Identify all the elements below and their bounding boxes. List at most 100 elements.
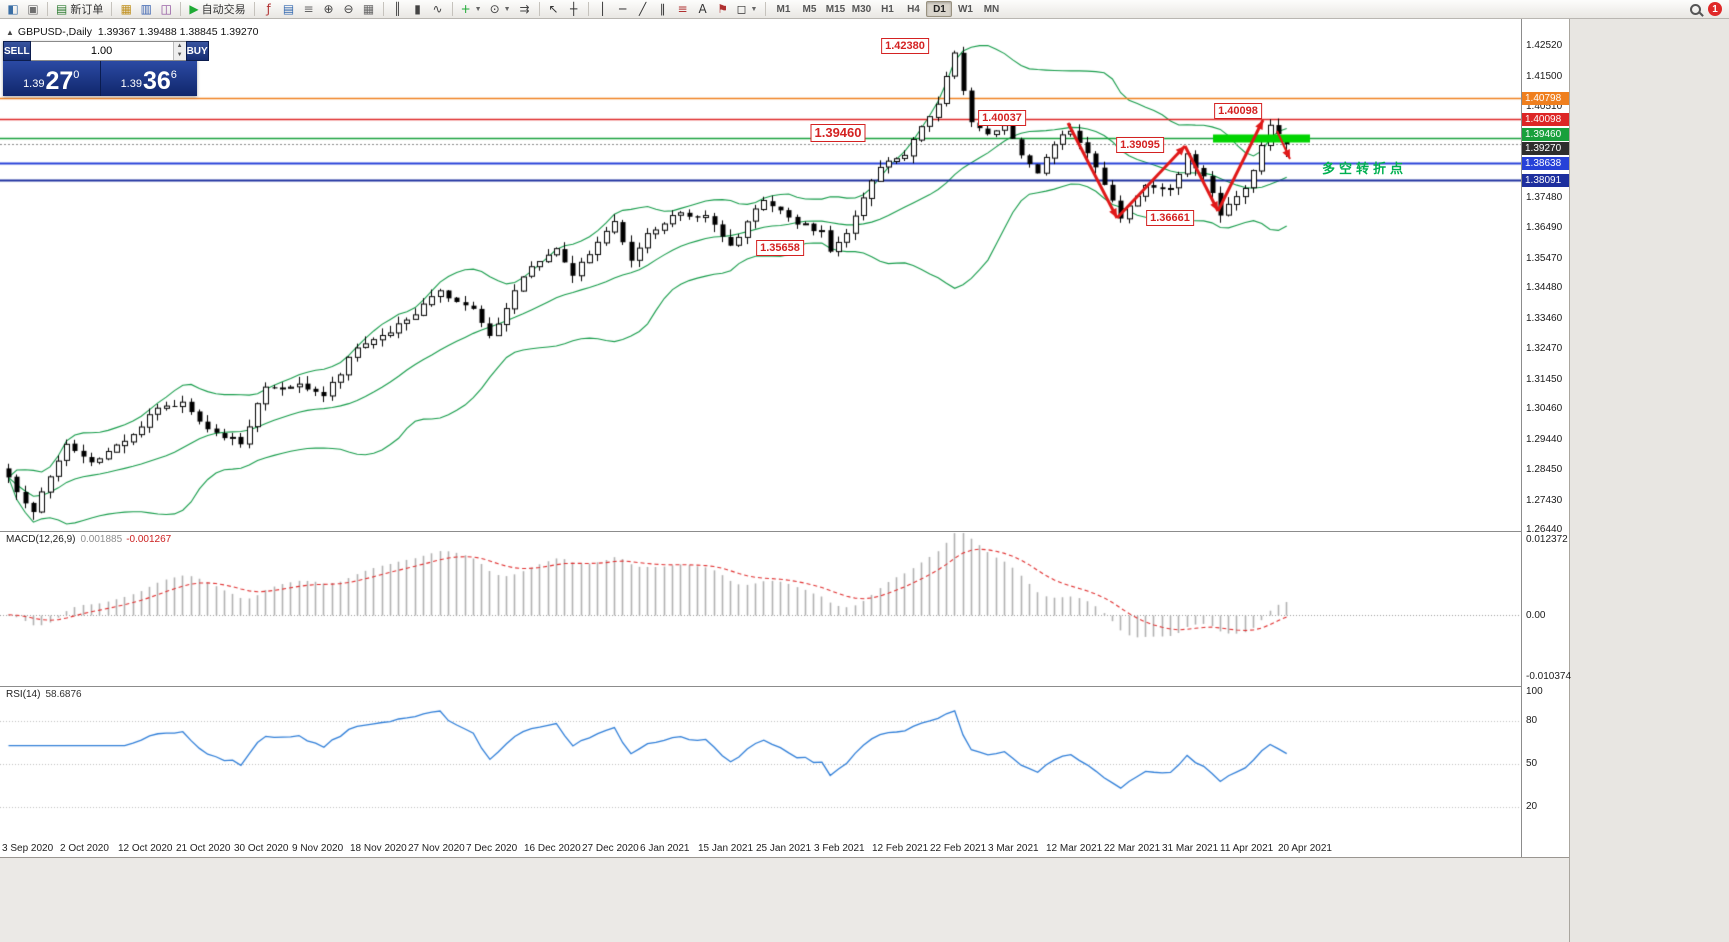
new-chart-icon[interactable]: ◧ <box>3 1 23 18</box>
sell-price-pips: 27 <box>45 67 74 95</box>
timeframe-h1-button[interactable]: H1 <box>881 3 894 15</box>
zoom-in-icon[interactable]: ⊕ <box>319 1 339 18</box>
shapes-icon[interactable]: ◻ ▼ <box>733 1 762 18</box>
sell-price-big-figure: 1.39 <box>23 78 45 90</box>
price-axis-tick: 1.41500 <box>1526 71 1563 83</box>
chart-title: ▲ GBPUSD-,Daily 1.39367 1.39488 1.38845 1… <box>6 26 258 38</box>
fibonacci-icon[interactable]: ≡ <box>673 1 693 18</box>
shapes-icon-glyph: ◻ <box>736 2 747 16</box>
toolbar-separator <box>180 2 182 16</box>
crosshair-icon[interactable]: ┼ <box>564 1 584 18</box>
vertical-line-icon[interactable]: │ <box>593 1 613 18</box>
price-callout[interactable]: 1.36661 <box>1146 210 1194 226</box>
rsi-value: 58.6876 <box>45 689 82 700</box>
cursor-icon[interactable]: ↖ <box>544 1 564 18</box>
timeframe-mn-button[interactable]: MN <box>983 3 1000 15</box>
candlestick-chart-icon[interactable]: ▮ <box>408 1 428 18</box>
buy-price[interactable]: 1.39 36 6 <box>101 61 198 96</box>
volume-input[interactable] <box>30 42 173 60</box>
price-axis-tick: 1.33460 <box>1526 313 1563 325</box>
timeframe-h4-button[interactable]: H4 <box>907 3 920 15</box>
autotrading-button[interactable]: ▶ 自动交易 <box>185 1 249 18</box>
macd-canvas[interactable] <box>0 531 1521 686</box>
toolbar-right-group: 1 <box>1690 2 1726 16</box>
price-axis-tick: 1.30460 <box>1526 403 1563 415</box>
objects-list-icon[interactable]: ≡ <box>299 1 319 18</box>
toolbar-separator <box>47 2 48 16</box>
volume-down-button[interactable]: ▼ <box>173 51 186 60</box>
add-indicator-icon[interactable]: + ▼ <box>457 1 486 18</box>
price-level-label: 1.39460 <box>1522 128 1569 142</box>
main-chart-canvas[interactable] <box>0 19 1521 531</box>
notification-badge[interactable]: 1 <box>1708 2 1722 16</box>
price-callout[interactable]: 1.35658 <box>756 240 804 256</box>
price-axis-tick: 1.27430 <box>1526 494 1563 506</box>
date-axis-label: 20 Apr 2021 <box>1278 843 1332 854</box>
sell-price[interactable]: 1.39 27 0 <box>3 61 101 96</box>
trend-note[interactable]: 多空转折点 <box>1322 161 1408 176</box>
line-chart-icon-glyph: ∿ <box>432 2 443 16</box>
timeframe-d1-button[interactable]: D1 <box>926 1 953 17</box>
price-callout[interactable]: 1.42380 <box>881 38 929 54</box>
search-icon[interactable] <box>1690 3 1701 15</box>
price-callout[interactable]: 1.39095 <box>1116 137 1164 153</box>
price-axis-tick: 1.40510 <box>1526 100 1563 112</box>
date-axis-label: 25 Jan 2021 <box>756 843 812 854</box>
rsi-canvas[interactable] <box>0 686 1521 841</box>
panel-separator[interactable] <box>0 531 1569 532</box>
date-axis-label: 16 Dec 2020 <box>524 843 581 854</box>
price-axis-tick: 1.36490 <box>1526 221 1563 233</box>
volume-up-button[interactable]: ▲ <box>173 42 186 51</box>
chart-shift-icon[interactable]: ⇉ <box>515 1 535 18</box>
timeframe-m30-button[interactable]: M30 <box>851 3 872 15</box>
price-callout[interactable]: 1.40098 <box>1214 103 1262 119</box>
date-axis[interactable]: 3 Sep 2020 2 Oct 2020 12 Oct 2020 21 Oct 20… <box>0 841 1521 857</box>
objects-list-icon-glyph: ≡ <box>303 2 314 16</box>
rsi-axis-level: 80 <box>1526 714 1538 726</box>
date-axis-label: 9 Nov 2020 <box>292 843 344 854</box>
channel-icon[interactable]: ∥ <box>653 1 673 18</box>
cursor-icon-glyph: ↖ <box>548 2 559 16</box>
arrow-label-icon[interactable]: ⚑ <box>713 1 733 18</box>
chart-plot-area[interactable]: 1.42380 1.40037 1.39460 1.39095 1.40098 1.366… <box>0 19 1521 531</box>
buy-button[interactable]: BUY <box>185 41 209 61</box>
panel-separator[interactable] <box>0 686 1569 687</box>
horizontal-line-icon[interactable]: ─ <box>613 1 633 18</box>
date-axis-label: 21 Oct 2020 <box>176 843 231 854</box>
timeframe-m1-button[interactable]: M1 <box>776 3 791 15</box>
profiles-icon[interactable]: ▣ <box>23 1 43 18</box>
sell-button[interactable]: SELL <box>3 41 31 61</box>
price-callout[interactable]: 1.39460 <box>810 124 866 142</box>
periods-icon[interactable]: ⊙ ▼ <box>486 1 515 18</box>
line-chart-icon[interactable]: ∿ <box>428 1 448 18</box>
text-icon[interactable]: A <box>693 1 713 18</box>
date-axis-label: 6 Jan 2021 <box>640 843 690 854</box>
fibonacci-icon-glyph: ≡ <box>677 2 688 16</box>
zoom-out-icon[interactable]: ⊖ <box>339 1 359 18</box>
indicators-icon[interactable]: ƒ <box>259 1 279 18</box>
trendline-icon[interactable]: ╱ <box>633 1 653 18</box>
price-axis-tick: 1.29440 <box>1526 434 1563 446</box>
timeframe-m15-button[interactable]: M15 <box>825 3 846 15</box>
candlestick-chart-icon-glyph: ▮ <box>414 2 421 16</box>
channel-icon-glyph: ∥ <box>659 2 666 16</box>
crosshair-icon-glyph: ┼ <box>569 2 578 16</box>
price-callout[interactable]: 1.40037 <box>978 110 1026 126</box>
buy-price-pips: 36 <box>142 67 171 95</box>
price-level-label: 1.38638 <box>1522 157 1569 171</box>
price-axis[interactable]: 1.42520 1.41500 1.40510 1.37480 1.36490 1.354… <box>1522 19 1571 857</box>
history-center-icon[interactable]: ▦ <box>116 1 136 18</box>
indicator-list-icon[interactable]: ▤ <box>279 1 299 18</box>
timeframe-w1-button[interactable]: W1 <box>957 3 973 15</box>
tile-windows-icon[interactable]: ▦ <box>359 1 379 18</box>
toolbar-separator <box>253 2 255 16</box>
new-order-button[interactable]: ▤ 新订单 <box>52 1 107 18</box>
timeframe-m5-button[interactable]: M5 <box>802 3 817 15</box>
bar-chart-icon[interactable]: ║ <box>388 1 408 18</box>
data-window-icon[interactable]: ◫ <box>156 1 176 18</box>
arrow-label-icon-glyph: ⚑ <box>717 2 728 16</box>
one-click-toggle-icon[interactable]: ▲ <box>6 28 14 37</box>
date-axis-label: 22 Mar 2021 <box>1104 843 1161 854</box>
volume-box: ▲ ▼ <box>30 41 186 61</box>
market-watch-icon[interactable]: ▥ <box>136 1 156 18</box>
